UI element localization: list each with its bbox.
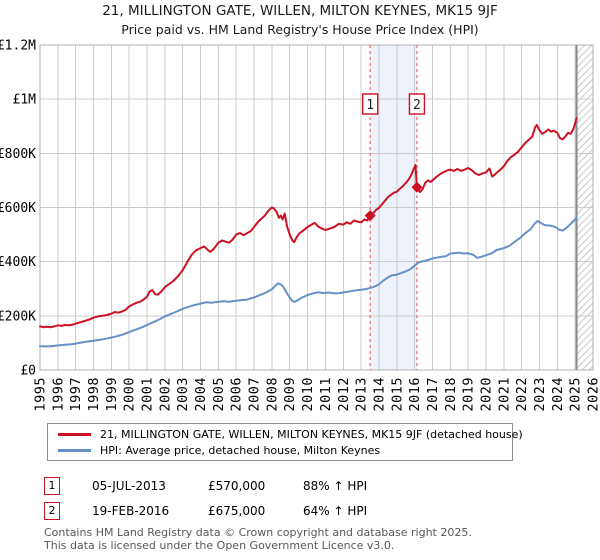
sale-point-2 — [411, 181, 423, 193]
price-chart-canvas: 1 2 £0 £200K £400K £600K £800K £1M £1.2M 1995 1996… — [0, 39, 600, 412]
legend-item-hpi: HPI: Average price, detached house, Milt… — [58, 443, 512, 457]
y-tick-label: £1.2M — [0, 39, 36, 54]
legend-label-property: 21, MILLINGTON GATE, WILLEN, MILTON KEYN… — [100, 427, 523, 441]
sale-1-hpi-delta: 88% ↑ HPI — [303, 479, 368, 493]
footer-line-1: Contains HM Land Registry data © Crown c… — [44, 526, 472, 539]
x-tick-label: 2012 — [336, 377, 352, 412]
sale-flag-label-1: 1 — [366, 98, 374, 113]
sale-point-1 — [364, 210, 376, 222]
x-tick-label: 2008 — [264, 377, 280, 412]
x-tick-label: 1998 — [86, 377, 102, 412]
x-tick-label: 2013 — [354, 377, 370, 412]
x-tick-label: 2021 — [496, 377, 512, 412]
x-tick-label: 2022 — [514, 377, 530, 412]
sale-1-price: £570,000 — [208, 479, 266, 493]
x-tick-label: 2011 — [318, 377, 334, 412]
sale-flag-box-2 — [408, 93, 426, 115]
x-tick-label: 2017 — [425, 377, 441, 412]
y-tick-label: £400K — [0, 255, 36, 270]
footer-attribution: Contains HM Land Registry data © Crown c… — [44, 526, 472, 552]
sale-2-price: £675,000 — [208, 504, 266, 518]
sale-1-date: 05-JUL-2013 — [92, 479, 166, 493]
y-tick-label: £1M — [13, 93, 37, 108]
x-tick-label: 1999 — [104, 377, 120, 412]
x-tick-label: 2015 — [389, 377, 405, 412]
sale-2-marker-box: 2 — [44, 502, 60, 520]
property-series-line — [39, 117, 578, 329]
legend: 21, MILLINGTON GATE, WILLEN, MILTON KEYN… — [47, 423, 523, 461]
x-tick-label: 2020 — [478, 377, 494, 412]
sale-2-date: 19-FEB-2016 — [92, 504, 170, 518]
hpi-line-swatch — [58, 448, 91, 452]
y-tick-label: £600K — [0, 201, 36, 216]
x-tick-label: 2005 — [211, 377, 227, 412]
property-line-swatch — [58, 432, 91, 436]
x-tick-label: 2006 — [229, 377, 245, 412]
x-tick-label: 2004 — [193, 377, 209, 412]
x-tick-label: 2009 — [282, 377, 298, 412]
gridlines — [39, 44, 594, 371]
x-tick-label: 2024 — [550, 377, 566, 412]
sale-flag-box-1 — [361, 93, 379, 115]
chart-title: 21, MILLINGTON GATE, WILLEN, MILTON KEYN… — [102, 3, 498, 19]
sale-1-marker-box: 1 — [44, 477, 60, 495]
sale-flag-label-2: 2 — [413, 98, 421, 113]
x-tick-label: 2003 — [175, 377, 191, 412]
footer-line-2: This data is licensed under the Open Gov… — [44, 538, 395, 552]
y-tick-label: £800K — [0, 147, 36, 162]
x-tick-label: 2023 — [532, 377, 548, 412]
x-tick-label: 2016 — [407, 377, 423, 412]
x-tick-label: 2025 — [568, 377, 584, 412]
x-tick-label: 2026 — [586, 377, 600, 412]
sale-annotation-row-2: 2 19-FEB-2016 £675,000 64% ↑ HPI — [44, 502, 464, 522]
y-tick-label: £0 — [20, 364, 36, 379]
y-tick-label: £200K — [0, 309, 36, 324]
x-tick-label: 2001 — [140, 377, 156, 412]
x-tick-label: 2018 — [443, 377, 459, 412]
x-tick-label: 2019 — [461, 377, 477, 412]
plot-border — [39, 44, 594, 371]
x-tick-label: 1997 — [68, 377, 84, 412]
chart-subtitle: Price paid vs. HM Land Registry's House … — [121, 22, 479, 37]
x-tick-label: 2014 — [371, 377, 387, 412]
x-tick-label: 2007 — [247, 377, 263, 412]
legend-label-hpi: HPI: Average price, detached house, Milt… — [100, 443, 381, 457]
x-tick-label: 2000 — [122, 377, 138, 412]
sale-2-hpi-delta: 64% ↑ HPI — [303, 504, 368, 518]
sale-annotation-row-1: 1 05-JUL-2013 £570,000 88% ↑ HPI — [44, 477, 464, 497]
x-tick-label: 2010 — [300, 377, 316, 412]
x-tick-label: 1995 — [33, 377, 49, 412]
future-hatch-region — [576, 45, 593, 370]
x-tick-label: 2002 — [157, 377, 173, 412]
hpi-series-line — [39, 216, 578, 348]
legend-item-property: 21, MILLINGTON GATE, WILLEN, MILTON KEYN… — [58, 428, 523, 441]
x-tick-label: 1996 — [50, 377, 66, 412]
